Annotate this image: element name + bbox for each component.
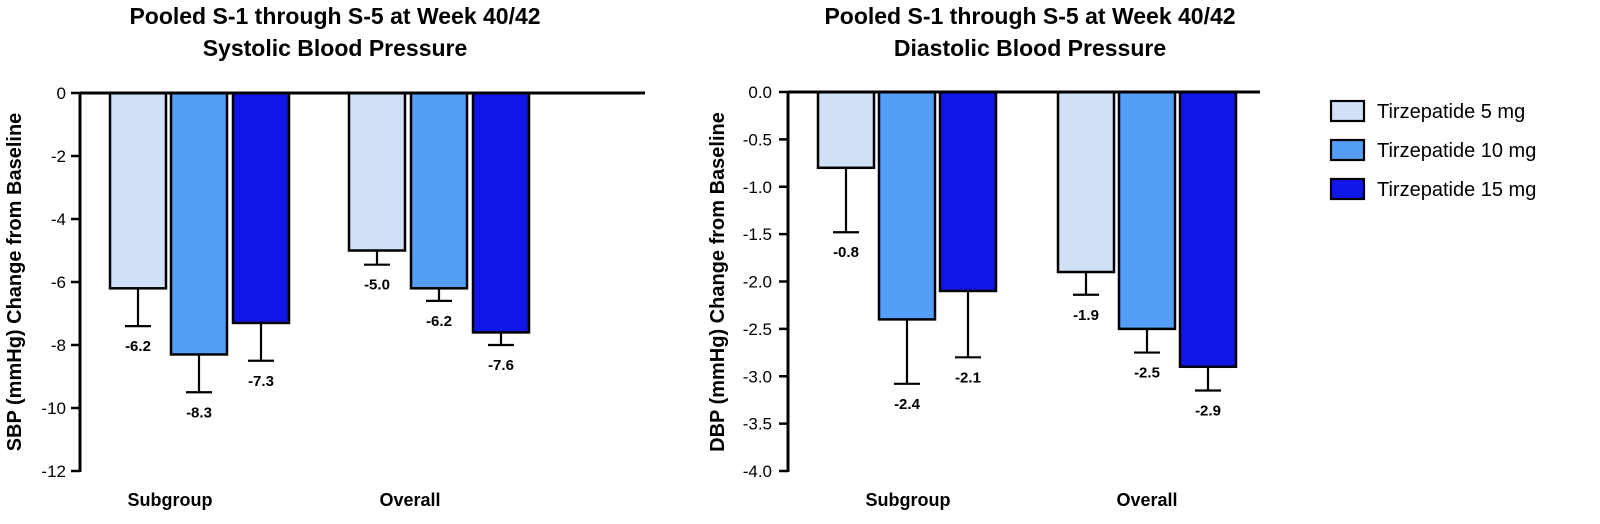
y-tick-label: -2 [51,147,66,166]
bar [471,91,531,334]
data-label: -7.6 [488,357,514,374]
y-tick-label: -8 [51,336,66,355]
category-label: Overall [1116,490,1177,510]
y-tick-label: -2.5 [743,320,772,339]
data-label: -2.5 [1134,365,1160,382]
y-tick-label: -10 [41,399,66,418]
bar [1178,90,1238,369]
y-tick-label: 0 [57,84,66,103]
legend: Tirzepatide 5 mg Tirzepatide 10 mg Tirzepa… [1329,99,1536,201]
bar [938,90,998,293]
y-tick-label: -12 [41,462,66,481]
legend-label: Tirzepatide 5 mg [1377,101,1525,123]
chart-title: Pooled S-1 through S-5 at Week 40/42 [129,3,540,29]
bar [231,91,291,325]
legend-label: Tirzepatide 10 mg [1377,140,1536,162]
bar [409,91,469,290]
category-label: Subgroup [866,490,951,510]
dbp-chart: Pooled S-1 through S-5 at Week 40/42 Dias… [707,3,1260,510]
y-tick-label: -0.5 [743,130,772,149]
data-label: -1.9 [1073,307,1099,324]
category-label: Subgroup [128,490,213,510]
bar [816,90,876,170]
y-tick-label: -3.0 [743,367,772,386]
y-tick-label: -1.0 [743,178,772,197]
y-tick-label: 0.0 [748,83,772,102]
chart-subtitle: Diastolic Blood Pressure [894,35,1166,61]
data-label: -6.2 [426,313,452,330]
bar [169,91,229,356]
y-tick-label: -4 [51,210,66,229]
y-axis-label: SBP (mmHg) Change from Baseline [4,113,26,452]
data-label: -2.1 [955,369,981,386]
chart-subtitle: Systolic Blood Pressure [203,35,468,61]
data-label: -7.3 [248,373,274,390]
bar [877,90,937,321]
legend-swatch [1329,177,1366,201]
legend-label: Tirzepatide 15 mg [1377,179,1536,201]
legend-swatch [1329,138,1366,162]
bar [1056,90,1116,274]
data-label: -8.3 [186,404,212,421]
data-label: -0.8 [833,244,859,261]
y-axis-label: DBP (mmHg) Change from Baseline [707,112,729,452]
chart-title: Pooled S-1 through S-5 at Week 40/42 [824,3,1235,29]
y-tick-label: -2.0 [743,273,772,292]
data-label: -6.2 [125,338,151,355]
data-label: -2.9 [1195,402,1221,419]
data-label: -5.0 [364,277,390,294]
bar [108,91,168,290]
y-tick-label: -6 [51,273,66,292]
y-tick-label: -4.0 [743,462,772,481]
bar [347,91,407,252]
data-label: -2.4 [894,396,921,413]
y-tick-label: -3.5 [743,415,772,434]
y-tick-label: -1.5 [743,225,772,244]
bar [1117,90,1177,331]
sbp-chart: Pooled S-1 through S-5 at Week 40/42 Syst… [4,3,645,510]
legend-swatch [1329,99,1366,123]
category-label: Overall [379,490,440,510]
